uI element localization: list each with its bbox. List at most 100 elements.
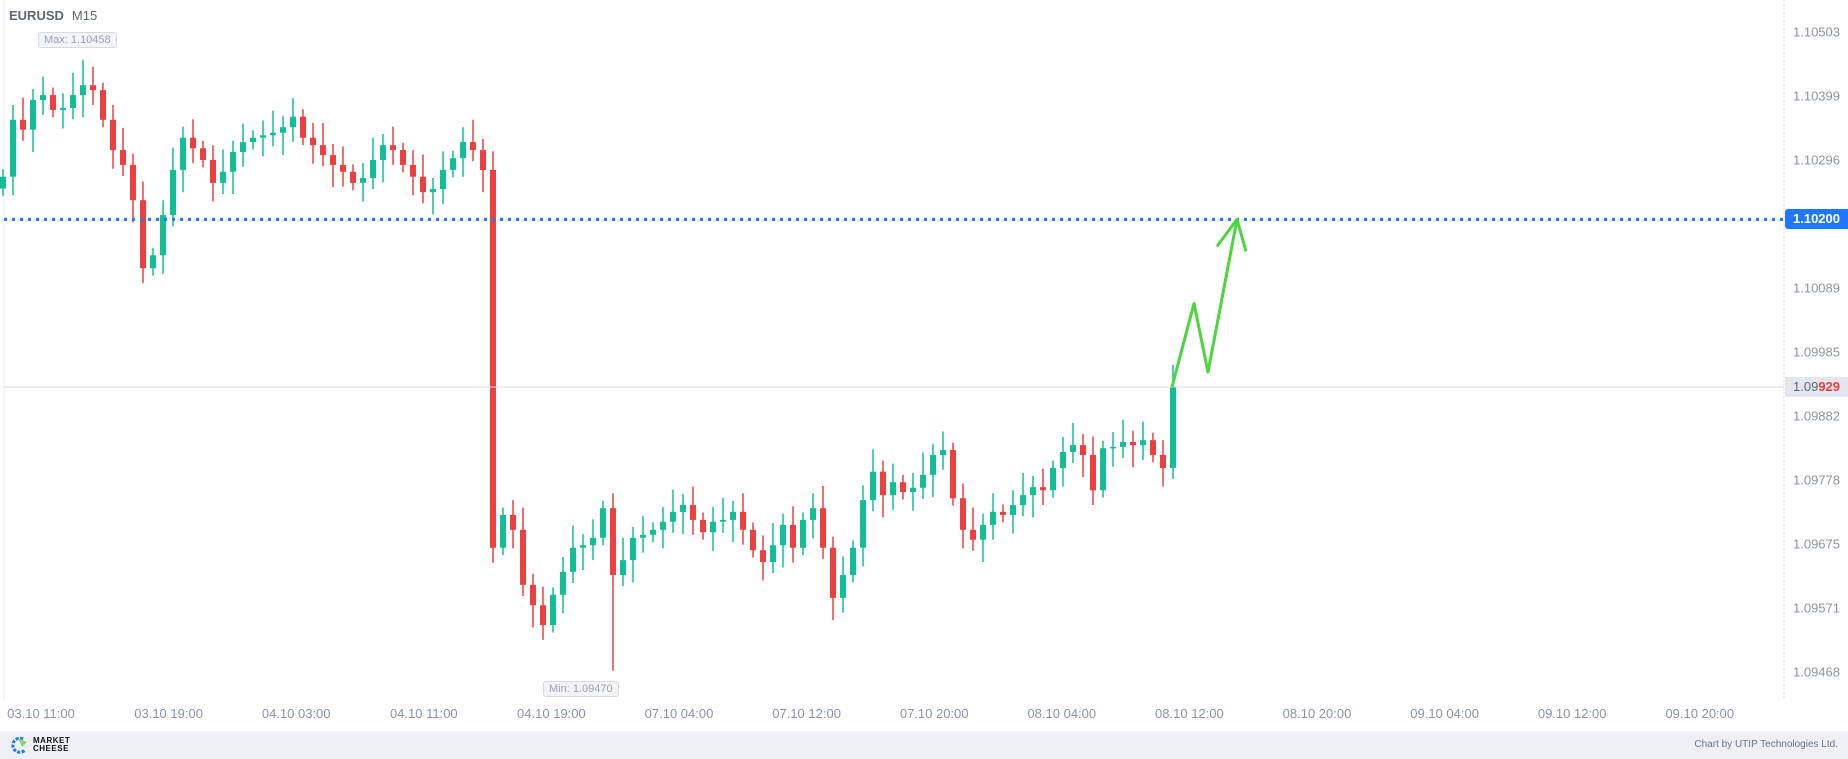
candle-bearish	[110, 119, 116, 151]
candle-bearish	[700, 519, 706, 533]
candle-bearish	[900, 482, 906, 493]
candle-bullish	[1110, 446, 1116, 449]
time-tick-label: 09.10 20:00	[1665, 706, 1735, 721]
candle-bullish	[0, 176, 6, 189]
candle-bullish	[710, 521, 716, 533]
candle-bullish	[590, 537, 596, 546]
arrow-head-icon	[1215, 217, 1248, 252]
time-tick-label: 07.10 12:00	[772, 706, 841, 721]
candle-bullish	[500, 514, 506, 548]
candle-bullish	[380, 145, 386, 161]
time-tick-label: 04.10 19:00	[517, 706, 586, 721]
logo-icon	[11, 736, 27, 754]
candle-bullish	[920, 474, 926, 488]
candle-bullish	[1020, 495, 1026, 506]
max-label: Max: 1.10458	[38, 31, 117, 48]
level-price-tag: 1.10200	[1785, 209, 1848, 230]
candle-bearish	[530, 584, 536, 606]
candle-bullish	[40, 95, 46, 101]
candle-bullish	[930, 454, 936, 475]
candle-bullish	[180, 137, 186, 170]
candle-bullish	[860, 500, 866, 548]
candle-bullish	[940, 450, 946, 455]
candle-bearish	[20, 119, 26, 130]
forecast-arrow-path	[1170, 219, 1239, 388]
symbol: EURUSD	[9, 8, 64, 23]
candle-bullish	[150, 255, 156, 269]
candle-bearish	[410, 164, 416, 177]
price-tick-label: 1.10296	[1793, 152, 1840, 168]
logo-line1: MARKET	[33, 736, 71, 745]
candle-bearish	[470, 142, 476, 151]
candle-bullish	[850, 547, 856, 575]
candle-bullish	[290, 116, 296, 128]
candle-bullish	[220, 171, 226, 183]
candle-bearish	[90, 85, 96, 91]
candle-bullish	[160, 215, 166, 256]
candle-bullish	[670, 511, 676, 522]
candle-bearish	[1090, 454, 1096, 491]
time-tick-label: 09.10 04:00	[1410, 706, 1479, 721]
candle-bearish	[750, 529, 756, 551]
candle-bullish	[770, 545, 776, 562]
candle-bearish	[100, 90, 106, 120]
candle-bullish	[810, 508, 816, 520]
candle-bearish	[140, 200, 146, 269]
price-chart[interactable]	[0, 0, 1848, 731]
candle-bearish	[970, 529, 976, 540]
candle-bullish	[800, 519, 806, 548]
time-tick-label: 09.10 12:00	[1537, 706, 1607, 721]
candle-bullish	[430, 189, 436, 193]
candle-bearish	[960, 498, 966, 530]
candle-bullish	[440, 169, 446, 190]
chart-title: EURUSD M15	[9, 8, 97, 23]
candle-bullish	[280, 127, 286, 133]
logo-line2: CHEESE	[33, 744, 69, 753]
candle-bearish	[690, 505, 696, 520]
candle-bullish	[1140, 440, 1146, 446]
candle-bearish	[790, 524, 796, 548]
candle-bullish	[370, 160, 376, 178]
candle-bullish	[360, 177, 366, 183]
candle-bullish	[1060, 451, 1066, 468]
candle-bullish	[250, 137, 256, 143]
price-tick-label: 1.09882	[1793, 408, 1840, 424]
candle-bullish	[620, 560, 626, 575]
candle-bearish	[320, 145, 326, 156]
time-tick-label: 08.10 12:00	[1155, 706, 1224, 721]
candle-bullish	[230, 151, 236, 172]
candle-bearish	[50, 95, 56, 110]
candle-bearish	[130, 164, 136, 201]
candle-bullish	[780, 524, 786, 546]
candle-bullish	[270, 132, 276, 136]
candle-bearish	[820, 508, 826, 548]
current-price-tag: 1.09929	[1785, 376, 1848, 397]
timeframe: M15	[71, 8, 98, 23]
candle-bullish	[630, 537, 636, 561]
candle-bearish	[510, 514, 516, 530]
candle-bullish	[1030, 487, 1036, 496]
time-tick-label: 03.10 11:00	[7, 706, 75, 721]
candle-bearish	[300, 116, 306, 138]
price-tick-label: 1.09675	[1793, 536, 1840, 552]
forecast-arrow	[1170, 217, 1248, 388]
candle-bullish	[720, 519, 726, 522]
market-cheese-logo[interactable]: MARKET CHEESE	[9, 736, 70, 754]
candle-bullish	[910, 487, 916, 493]
candle-bullish	[240, 142, 246, 152]
candle-bearish	[1040, 487, 1046, 491]
candle-bearish	[950, 450, 956, 499]
time-tick-label: 04.10 03:00	[261, 706, 331, 721]
price-tick-label: 1.10399	[1793, 88, 1840, 104]
candle-bearish	[120, 150, 126, 165]
footer: MARKET CHEESE Chart by UTIP Technologies …	[0, 731, 1848, 759]
candle-bullish	[640, 534, 646, 538]
candle-bearish	[310, 137, 316, 146]
candle-bullish	[680, 505, 686, 512]
candle-bearish	[330, 155, 336, 165]
candle-bearish	[1130, 441, 1136, 446]
candle-bearish	[610, 508, 616, 575]
candle-bearish	[1000, 511, 1006, 515]
current-price-highlight: 929	[1818, 378, 1841, 394]
current-price-prefix: 1.09	[1793, 378, 1819, 394]
